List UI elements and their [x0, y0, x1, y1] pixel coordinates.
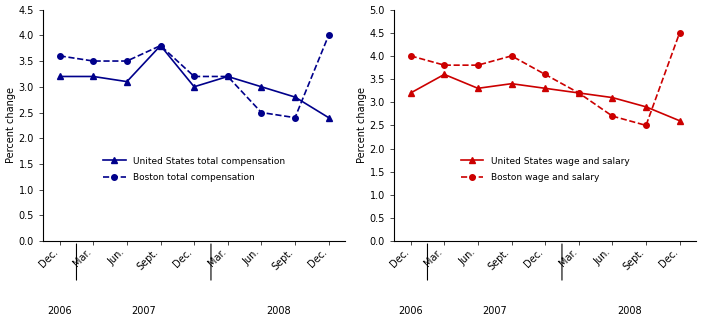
United States total compensation: [291, 95, 299, 99]
Boston total compensation: [123, 59, 131, 63]
Legend: United States total compensation, Boston total compensation: United States total compensation, Boston…: [100, 153, 289, 186]
Legend: United States wage and salary, Boston wage and salary: United States wage and salary, Boston wa…: [457, 153, 633, 186]
Text: 2008: 2008: [266, 306, 291, 316]
Boston total compensation: [89, 59, 98, 63]
United States total compensation: [89, 74, 98, 78]
United States total compensation: [324, 116, 333, 120]
United States total compensation: [190, 85, 199, 89]
United States wage and salary: [440, 72, 449, 76]
United States total compensation: [55, 74, 64, 78]
United States wage and salary: [642, 105, 650, 109]
United States wage and salary: [608, 95, 616, 99]
Boston total compensation: [55, 54, 64, 58]
United States wage and salary: [406, 91, 415, 95]
Line: Boston total compensation: Boston total compensation: [57, 32, 331, 121]
United States wage and salary: [508, 82, 516, 86]
Boston wage and salary: [541, 72, 550, 76]
Boston wage and salary: [440, 63, 449, 67]
Y-axis label: Percent change: Percent change: [357, 87, 366, 163]
Line: Boston wage and salary: Boston wage and salary: [408, 30, 682, 128]
Boston total compensation: [223, 74, 232, 78]
Text: 2007: 2007: [482, 306, 507, 316]
Boston total compensation: [324, 33, 333, 37]
Boston wage and salary: [608, 114, 616, 118]
United States total compensation: [223, 74, 232, 78]
United States total compensation: [157, 44, 165, 48]
Text: 2006: 2006: [47, 306, 72, 316]
Y-axis label: Percent change: Percent change: [6, 87, 15, 163]
Boston wage and salary: [508, 54, 516, 58]
Boston wage and salary: [474, 63, 482, 67]
Text: 2008: 2008: [617, 306, 642, 316]
Line: United States total compensation: United States total compensation: [57, 43, 331, 121]
United States wage and salary: [574, 91, 583, 95]
Boston wage and salary: [574, 91, 583, 95]
Boston wage and salary: [406, 54, 415, 58]
Boston total compensation: [257, 111, 265, 115]
United States total compensation: [123, 80, 131, 84]
Boston wage and salary: [642, 123, 650, 127]
Boston total compensation: [190, 74, 199, 78]
United States total compensation: [257, 85, 265, 89]
Boston wage and salary: [675, 31, 684, 35]
Line: United States wage and salary: United States wage and salary: [408, 72, 682, 124]
Text: 2007: 2007: [131, 306, 156, 316]
United States wage and salary: [474, 86, 482, 90]
Text: 2006: 2006: [398, 306, 423, 316]
Boston total compensation: [157, 44, 165, 48]
Boston total compensation: [291, 116, 299, 120]
United States wage and salary: [541, 86, 550, 90]
United States wage and salary: [675, 119, 684, 123]
